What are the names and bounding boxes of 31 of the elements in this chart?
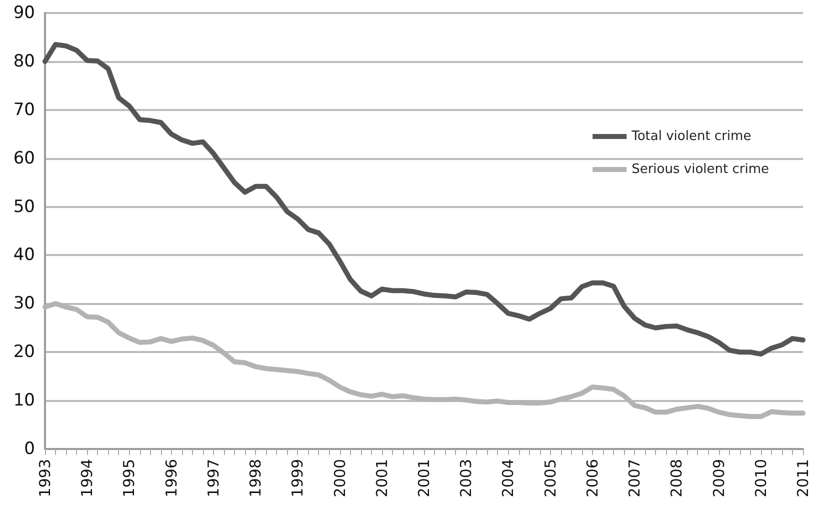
y-tick-label: 90 — [13, 3, 35, 23]
x-tick-label: 1993 — [36, 459, 54, 498]
x-tick-label: 2006 — [583, 459, 602, 498]
x-tick-label: 1994 — [78, 459, 96, 498]
legend-label: Serious violent crime — [632, 162, 770, 177]
x-tick-label: 2010 — [752, 459, 770, 498]
y-tick-label: 80 — [13, 51, 35, 72]
y-tick-label: 70 — [13, 100, 35, 120]
y-tick-label: 60 — [13, 148, 35, 168]
x-tick-label: 2000 — [330, 459, 349, 498]
x-tick-label: 2009 — [710, 459, 728, 498]
x-tick-label: 1999 — [288, 459, 307, 498]
x-tick-label: 2008 — [668, 459, 686, 498]
y-tick-label: 10 — [13, 390, 35, 411]
x-tick-label: 2011 — [794, 459, 812, 498]
y-tick-label: 50 — [13, 196, 35, 217]
legend-label: Total violent crime — [630, 129, 752, 144]
x-tick-label: 2003 — [457, 459, 476, 498]
x-tick-label: 2001 — [372, 459, 391, 498]
y-tick-label: 0 — [24, 439, 35, 459]
x-tick-label: 2004 — [499, 459, 518, 498]
x-tick-label: 2001 — [415, 459, 433, 498]
y-tick-label: 40 — [13, 245, 35, 266]
x-tick-label: 2007 — [626, 459, 644, 498]
x-tick-label: 1997 — [204, 459, 222, 498]
x-tick-label: 1996 — [162, 459, 180, 498]
y-tick-label: 20 — [13, 342, 35, 362]
x-tick-label: 2005 — [541, 459, 560, 498]
x-tick-label: 1995 — [120, 459, 138, 498]
y-tick-label: 30 — [13, 294, 35, 314]
x-tick-label: 1998 — [246, 459, 265, 498]
